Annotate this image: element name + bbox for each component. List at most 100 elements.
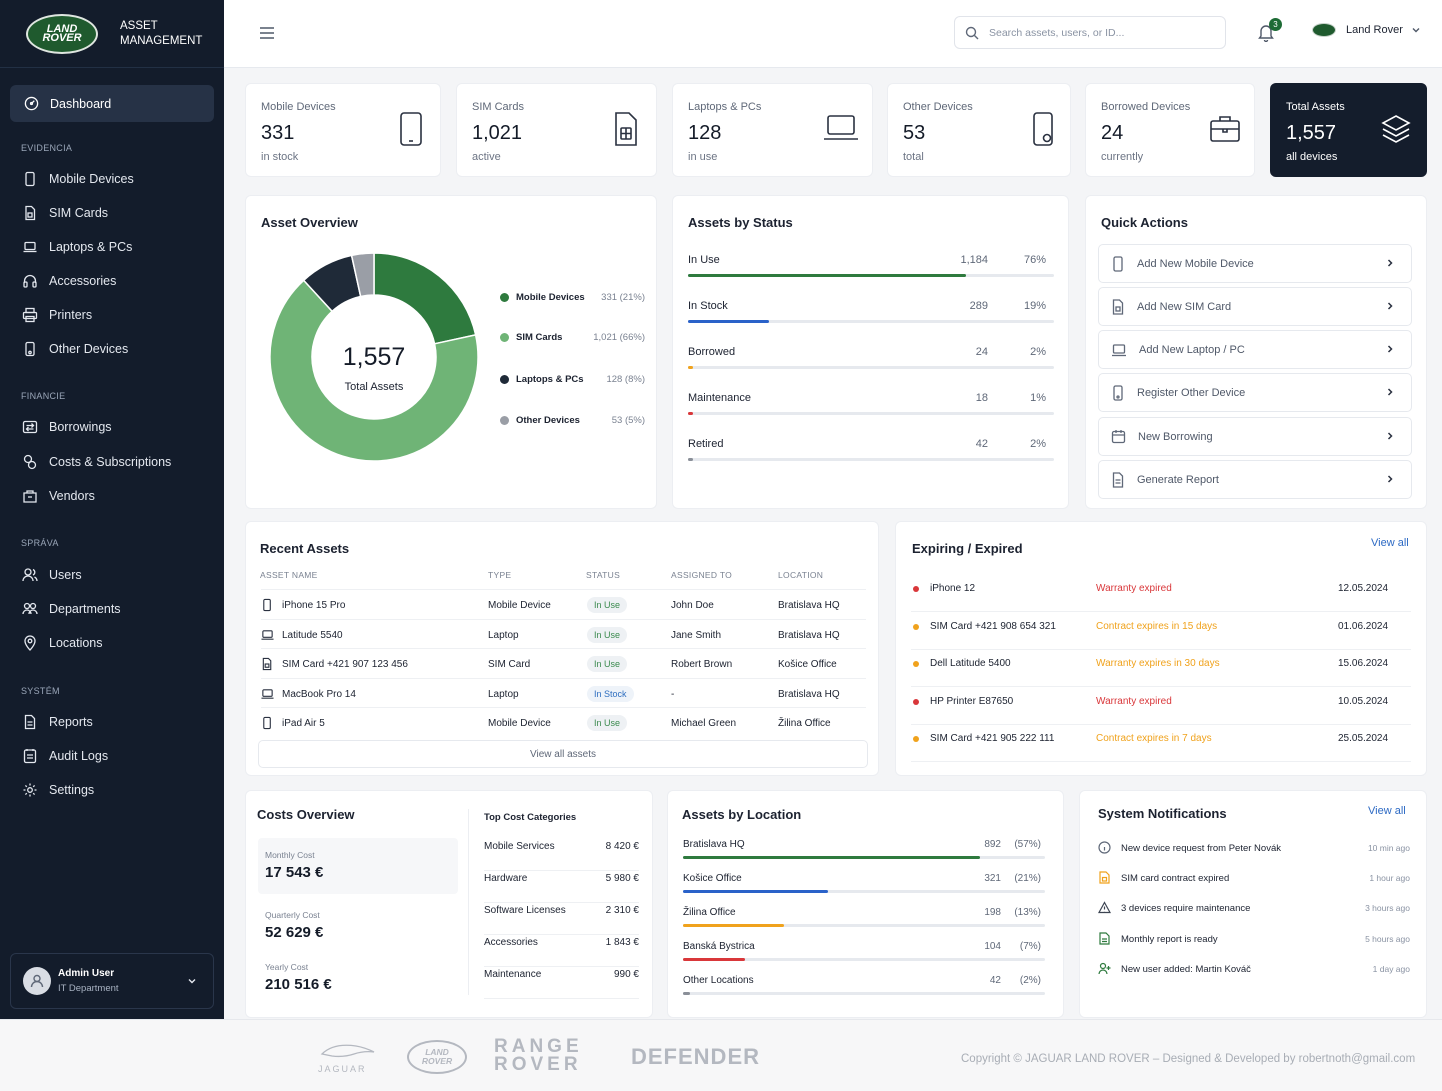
sidebar-item-dashboard[interactable]: Dashboard xyxy=(10,85,214,122)
register-other-device-button[interactable]: Register Other Device xyxy=(1098,373,1412,412)
chevron-right-icon xyxy=(1387,259,1393,267)
table-row[interactable]: iPad Air 5 Mobile Device In Use Michael Gre… xyxy=(261,707,866,736)
sidebar-item-costs[interactable]: Costs & Subscriptions xyxy=(22,450,171,474)
column-header[interactable]: ASSET NAME xyxy=(260,570,318,580)
notification-item[interactable]: SIM card contract expired 1 hour ago xyxy=(1095,871,1410,901)
slice-sim-cards[interactable] xyxy=(269,279,479,462)
status-bar-fill xyxy=(688,320,769,323)
generate-report-button[interactable]: Generate Report xyxy=(1098,460,1412,499)
jaguar-logo-text: JAGUAR xyxy=(318,1064,367,1074)
asset-type: SIM Card xyxy=(488,659,531,670)
table-row[interactable]: Latitude 5540 Laptop In Use Jane Smith Brati… xyxy=(261,618,866,648)
status-bar-track xyxy=(688,458,1054,461)
user-menu[interactable]: Admin User IT Department xyxy=(10,953,214,1009)
view-all-assets-button[interactable]: View all assets xyxy=(258,740,868,768)
table-row[interactable]: SIM Card +421 907 123 456 SIM Card In Use R… xyxy=(261,648,866,677)
sidebar-item-laptops[interactable]: Laptops & PCs xyxy=(22,235,132,259)
column-header[interactable]: LOCATION xyxy=(778,570,824,580)
button-label: Add New Mobile Device xyxy=(1137,257,1254,270)
yearly-cost: Yearly Cost 210 516 € xyxy=(258,962,458,993)
expiring-status: Contract expires in 15 days xyxy=(1096,620,1218,632)
stat-label: SIM Cards xyxy=(472,101,524,113)
status-name: In Stock xyxy=(688,300,728,312)
account-menu[interactable]: Land Rover xyxy=(1312,23,1421,37)
device-icon xyxy=(1113,384,1123,401)
sim-icon xyxy=(1112,298,1124,315)
stat-card-mobile-devices[interactable]: Mobile Devices 331 in stock xyxy=(245,83,441,177)
status-dot xyxy=(913,698,919,705)
expiring-item[interactable]: Dell Latitude 5400 Warranty expires in 30… xyxy=(911,649,1411,687)
view-all-link[interactable]: View all xyxy=(1371,537,1409,549)
menu-icon[interactable] xyxy=(259,26,275,40)
view-all-link[interactable]: View all xyxy=(1368,805,1406,817)
notification-item[interactable]: Monthly report is ready 5 hours ago xyxy=(1095,932,1410,962)
add-sim-card-button[interactable]: Add New SIM Card xyxy=(1098,287,1412,326)
sidebar-item-vendors[interactable]: Vendors xyxy=(22,484,95,508)
sidebar-item-accessories[interactable]: Accessories xyxy=(22,269,116,293)
status-percent: 1% xyxy=(1030,392,1046,404)
bell-icon[interactable] xyxy=(1257,22,1275,42)
column-header[interactable]: STATUS xyxy=(586,570,621,580)
column-header[interactable]: TYPE xyxy=(488,570,512,580)
chevron-right-icon xyxy=(1387,388,1393,396)
expiring-item[interactable]: SIM Card +421 908 654 321 Contract expire… xyxy=(911,612,1411,650)
stat-card-total-assets[interactable]: Total Assets 1,557 all devices xyxy=(1270,83,1427,177)
asset-name[interactable]: iPhone 15 Pro xyxy=(282,600,346,611)
stat-card-borrowed[interactable]: Borrowed Devices 24 currently xyxy=(1085,83,1255,177)
top-cost-title: Top Cost Categories xyxy=(484,812,577,823)
notification-item[interactable]: 3 devices require maintenance 3 hours ag… xyxy=(1095,901,1410,931)
search-input[interactable]: Search assets, users, or ID... xyxy=(954,16,1226,49)
sidebar-item-mobile-devices[interactable]: Mobile Devices xyxy=(22,167,134,191)
location-bar-fill xyxy=(683,890,828,893)
cost-category-name: Accessories xyxy=(484,937,538,948)
notification-item[interactable]: New user added: Martin Kováč 1 day ago xyxy=(1095,962,1410,992)
asset-name[interactable]: MacBook Pro 14 xyxy=(282,688,356,700)
notification-text: 3 devices require maintenance xyxy=(1121,903,1251,914)
slice-other-devices[interactable] xyxy=(350,252,375,298)
location-name: Bratislava HQ xyxy=(683,839,745,850)
defender-logo: DEFENDER xyxy=(631,1044,761,1069)
sidebar-item-users[interactable]: Users xyxy=(22,563,82,587)
table-row[interactable]: iPhone 15 Pro Mobile Device In Use John Doe… xyxy=(261,589,866,618)
stat-card-laptops[interactable]: Laptops & PCs 128 in use xyxy=(672,83,873,177)
stat-card-other-devices[interactable]: Other Devices 53 total xyxy=(887,83,1071,177)
status-badge: In Use xyxy=(587,715,628,731)
asset-name[interactable]: iPad Air 5 xyxy=(282,718,325,729)
topbar: Search assets, users, or ID... 3 Land Ro… xyxy=(224,0,1442,68)
slice-mobile-devices[interactable] xyxy=(373,252,477,345)
sidebar-item-settings[interactable]: Settings xyxy=(22,778,94,802)
asset-type: Mobile Device xyxy=(488,718,551,729)
expiring-item[interactable]: SIM Card +421 905 222 111 Contract expire… xyxy=(911,724,1411,762)
expiring-item[interactable]: HP Printer E87650 Warranty expired 10.05.2… xyxy=(911,687,1411,725)
location-name: Košice Office xyxy=(683,873,742,884)
sidebar-item-locations[interactable]: Locations xyxy=(22,631,103,655)
asset-name[interactable]: Latitude 5540 xyxy=(282,629,343,641)
sidebar-item-audit-logs[interactable]: Audit Logs xyxy=(22,744,108,768)
add-laptop-button[interactable]: Add New Laptop / PC xyxy=(1098,330,1412,369)
land-rover-logo[interactable]: LAND ROVER xyxy=(26,13,98,54)
laptop-icon xyxy=(824,115,858,140)
table-row[interactable]: MacBook Pro 14 Laptop In Stock - Bratislava … xyxy=(261,677,866,707)
sidebar-item-reports[interactable]: Reports xyxy=(22,710,93,734)
status-bar-track xyxy=(688,320,1054,323)
quick-actions-card: Quick Actions Add New Mobile Device Add … xyxy=(1085,195,1427,509)
status-percent: 19% xyxy=(1023,300,1046,312)
expiring-item[interactable]: iPhone 12 Warranty expired 12.05.2024 xyxy=(911,574,1411,612)
sidebar-item-sim-cards[interactable]: SIM Cards xyxy=(22,201,108,225)
section-financie: FINANCIE xyxy=(21,391,66,401)
cost-category-row: Software Licenses 2 310 € xyxy=(484,903,639,935)
status-bar-fill xyxy=(688,458,694,461)
user-name: Admin User xyxy=(58,968,115,979)
asset-name[interactable]: SIM Card +421 907 123 456 xyxy=(282,659,408,670)
laptop-icon xyxy=(23,241,37,253)
add-mobile-device-button[interactable]: Add New Mobile Device xyxy=(1098,244,1412,283)
sidebar-item-departments[interactable]: Departments xyxy=(22,597,121,621)
notification-item[interactable]: New device request from Peter Novák 10 m… xyxy=(1095,841,1410,871)
chevron-down-icon[interactable] xyxy=(187,976,197,986)
sidebar-item-printers[interactable]: Printers xyxy=(22,303,92,327)
column-header[interactable]: ASSIGNED TO xyxy=(671,570,733,580)
sidebar-item-other-devices[interactable]: Other Devices xyxy=(22,337,128,361)
stat-card-sim-cards[interactable]: SIM Cards 1,021 active xyxy=(456,83,657,177)
sidebar-item-borrowings[interactable]: Borrowings xyxy=(22,415,112,439)
new-borrowing-button[interactable]: New Borrowing xyxy=(1098,417,1412,456)
